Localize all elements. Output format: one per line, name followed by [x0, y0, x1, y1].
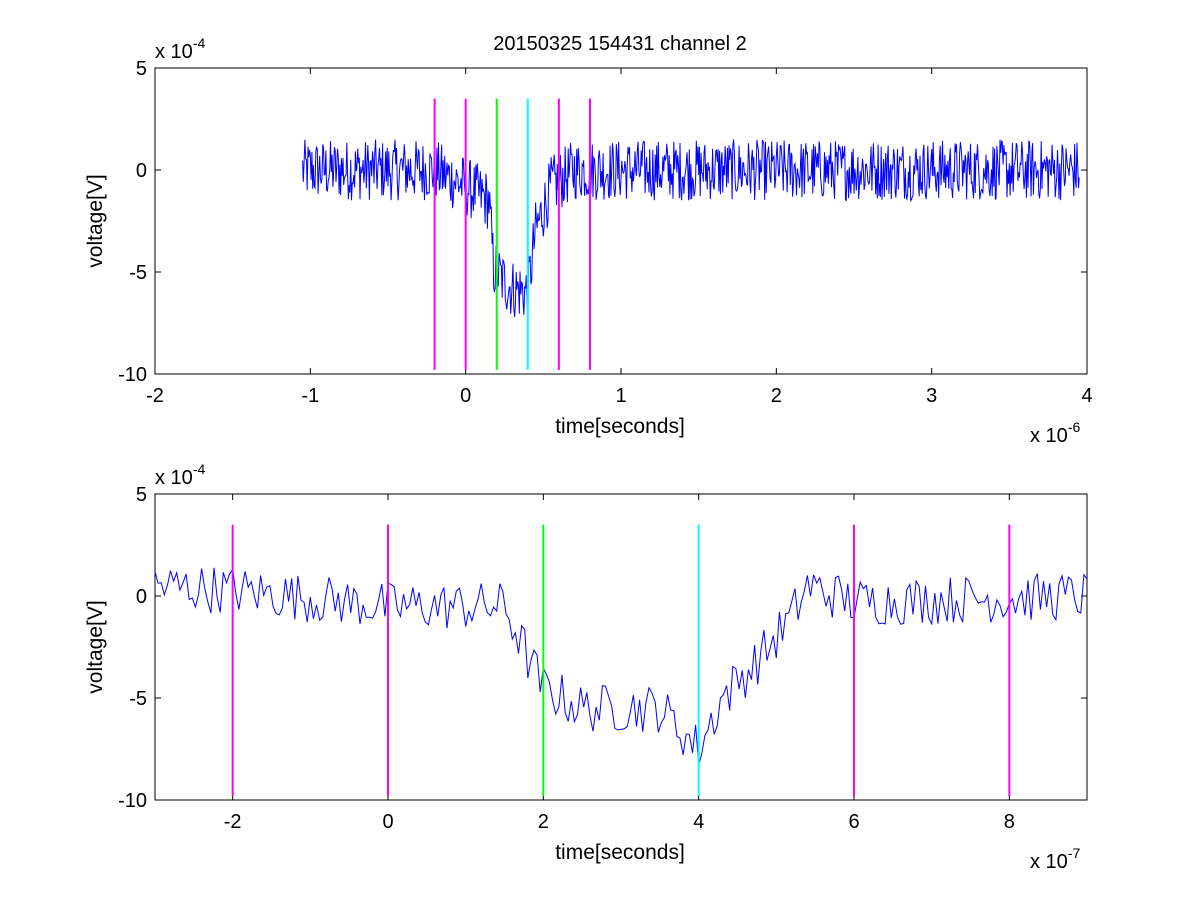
x-tick-label-bottom: -2	[224, 811, 242, 833]
x-tick-label-top: -1	[301, 385, 319, 407]
axes-box-top	[154, 67, 1088, 375]
x-tick-label-top: 0	[460, 385, 471, 407]
y-tick-label-top: 5	[136, 58, 147, 80]
y-tick-label-top: 0	[136, 160, 147, 182]
plot-area-top: -2 -1 0 1 2 3 450-5-10	[118, 58, 1092, 407]
y-multiplier-top-exp: -4	[193, 35, 206, 51]
y-tick-label-bottom: 5	[136, 484, 147, 506]
x-tick-label-top: 3	[926, 385, 937, 407]
x-tick-label-bottom: 4	[693, 811, 704, 833]
x-multiplier-top: x 10-6	[1030, 419, 1080, 447]
y-multiplier-bottom-base: x 10	[155, 467, 193, 489]
x-tick-label-top: -2	[146, 385, 164, 407]
subplot-bottom: voltage[V] time[seconds] x 10-4 x 10-7 -…	[84, 461, 1088, 873]
y-multiplier-bottom-exp: -4	[193, 461, 206, 477]
x-tick-label-top: 2	[771, 385, 782, 407]
x-multiplier-top-exp: -6	[1068, 419, 1081, 435]
plot-area-bottom: -2 0 2 4 6 8 5 0 -5 -10	[118, 484, 1088, 833]
xlabel-top: time[seconds]	[555, 415, 685, 438]
x-multiplier-bottom-base: x 10	[1030, 851, 1068, 873]
y-multiplier-bottom: x 10-4	[155, 461, 205, 489]
ylabel-top-group: voltage[V]	[84, 174, 107, 267]
ylabel-top: voltage[V]	[84, 174, 107, 267]
subplot-top: voltage[V] time[seconds] x 10-4 x 10-6 -…	[84, 35, 1093, 447]
x-tick-label-top: 1	[615, 385, 626, 407]
xlabel-bottom: time[seconds]	[555, 841, 685, 864]
x-tick-label-bottom: 8	[1004, 811, 1015, 833]
x-multiplier-top-base: x 10	[1030, 425, 1068, 447]
x-multiplier-bottom: x 10-7	[1030, 845, 1080, 873]
x-tick-label-bottom: 2	[538, 811, 549, 833]
ylabel-bottom: voltage[V]	[84, 600, 107, 693]
axes-box-bottom	[154, 493, 1088, 801]
y-tick-label-bottom: -10	[118, 790, 147, 812]
y-multiplier-top-base: x 10	[155, 41, 193, 63]
figure-title: 20150325 154431 channel 2	[493, 33, 747, 55]
x-tick-label-bottom: 6	[848, 811, 859, 833]
signal-trace-bottom	[154, 567, 1088, 765]
ylabel-bottom-group: voltage[V]	[84, 600, 107, 693]
x-tick-label-bottom: 0	[382, 811, 393, 833]
x-tick-label-top: 4	[1081, 385, 1092, 407]
y-tick-label-top: -5	[129, 262, 147, 284]
y-multiplier-top: x 10-4	[155, 35, 205, 63]
y-tick-label-top: -10	[118, 364, 147, 386]
signal-trace-top	[302, 139, 1080, 321]
y-tick-label-bottom: -5	[129, 688, 147, 710]
y-tick-label-bottom: 0	[136, 586, 147, 608]
x-multiplier-bottom-exp: -7	[1068, 845, 1081, 861]
